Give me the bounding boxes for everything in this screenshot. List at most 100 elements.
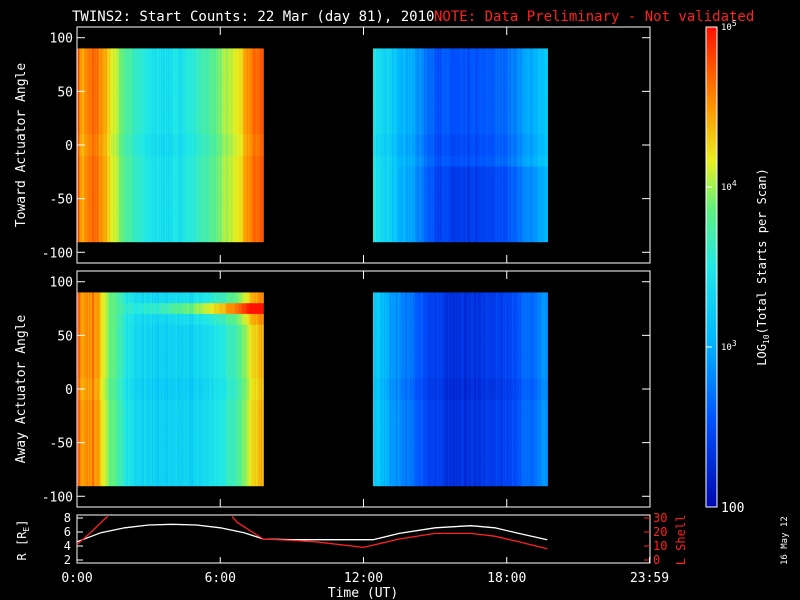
toward-heatmap-cell bbox=[252, 187, 254, 200]
toward-heatmap-cell bbox=[228, 220, 230, 232]
toward-heatmap-cell bbox=[216, 220, 218, 232]
toward-heatmap-cell bbox=[81, 123, 83, 135]
toward-heatmap-cell bbox=[436, 220, 438, 232]
toward-heatmap-cell bbox=[255, 134, 257, 146]
toward-heatmap-cell bbox=[262, 166, 264, 178]
toward-heatmap-cell bbox=[145, 112, 147, 125]
toward-heatmap-cell bbox=[183, 48, 185, 60]
toward-heatmap-cell bbox=[79, 123, 81, 135]
toward-heatmap-cell bbox=[446, 145, 448, 157]
toward-heatmap-cell bbox=[92, 48, 94, 60]
toward-heatmap-cell bbox=[210, 155, 212, 168]
toward-heatmap-cell bbox=[206, 145, 208, 157]
toward-heatmap-cell bbox=[408, 155, 410, 168]
toward-heatmap-cell bbox=[410, 69, 412, 82]
toward-heatmap-cell bbox=[197, 91, 199, 103]
toward-heatmap-cell bbox=[433, 123, 435, 135]
toward-heatmap-cell bbox=[145, 155, 147, 168]
toward-heatmap-cell bbox=[215, 166, 217, 178]
toward-heatmap-cell bbox=[394, 155, 396, 168]
toward-heatmap-cell bbox=[155, 198, 157, 210]
toward-heatmap-cell bbox=[159, 209, 161, 221]
toward-heatmap-cell bbox=[176, 48, 178, 60]
toward-heatmap-cell bbox=[377, 91, 379, 103]
toward-heatmap-cell bbox=[422, 112, 424, 125]
toward-heatmap-cell bbox=[139, 145, 141, 157]
toward-heatmap-cell bbox=[153, 59, 155, 71]
toward-heatmap-cell bbox=[429, 166, 431, 178]
toward-heatmap-cell bbox=[222, 102, 224, 114]
toward-heatmap-cell bbox=[106, 48, 108, 60]
toward-heatmap-cell bbox=[165, 230, 167, 243]
toward-heatmap-cell bbox=[443, 209, 445, 221]
toward-heatmap-cell bbox=[110, 80, 112, 92]
toward-heatmap-cell bbox=[377, 187, 379, 200]
toward-heatmap-cell bbox=[156, 134, 158, 146]
toward-heatmap-cell bbox=[144, 145, 146, 157]
toward-heatmap-cell bbox=[151, 112, 153, 125]
toward-heatmap-cell bbox=[109, 91, 111, 103]
toward-heatmap-cell bbox=[250, 102, 252, 114]
toward-heatmap-cell bbox=[178, 177, 180, 189]
toward-heatmap-cell bbox=[418, 134, 420, 146]
toward-heatmap-cell bbox=[220, 48, 222, 60]
toward-heatmap-cell bbox=[182, 134, 184, 146]
toward-heatmap-cell bbox=[219, 166, 221, 178]
toward-heatmap-cell bbox=[239, 91, 241, 103]
toward-heatmap-cell bbox=[145, 166, 147, 178]
toward-heatmap-cell bbox=[110, 48, 112, 60]
toward-heatmap-cell bbox=[109, 145, 111, 157]
toward-heatmap-cell bbox=[252, 112, 254, 125]
toward-heatmap-cell bbox=[219, 198, 221, 210]
toward-heatmap-cell bbox=[183, 220, 185, 232]
toward-heatmap-cell bbox=[154, 166, 156, 178]
toward-heatmap-cell bbox=[220, 134, 222, 146]
toward-heatmap-cell bbox=[231, 166, 233, 178]
toward-heatmap-cell bbox=[126, 112, 128, 125]
toward-heatmap-cell bbox=[134, 123, 136, 135]
toward-heatmap-cell bbox=[187, 80, 189, 92]
toward-heatmap-cell bbox=[163, 177, 165, 189]
toward-heatmap-cell bbox=[257, 59, 259, 71]
toward-heatmap-cell bbox=[430, 102, 432, 114]
toward-heatmap-cell bbox=[127, 145, 129, 157]
toward-heatmap-cell bbox=[91, 155, 93, 168]
toward-heatmap-cell bbox=[381, 91, 383, 103]
toward-heatmap-cell bbox=[200, 134, 202, 146]
toward-heatmap-cell bbox=[380, 91, 382, 103]
toward-heatmap-cell bbox=[225, 177, 227, 189]
toward-heatmap-cell bbox=[222, 69, 224, 82]
toward-heatmap-cell bbox=[413, 48, 415, 60]
toward-heatmap-cell bbox=[408, 145, 410, 157]
toward-heatmap-cell bbox=[102, 209, 104, 221]
toward-heatmap-cell bbox=[243, 198, 245, 210]
toward-heatmap-cell bbox=[255, 220, 257, 232]
toward-heatmap-cell bbox=[206, 177, 208, 189]
toward-heatmap-cell bbox=[104, 102, 106, 114]
toward-heatmap-cell bbox=[125, 155, 127, 168]
toward-heatmap-cell bbox=[384, 187, 386, 200]
toward-heatmap-cell bbox=[212, 166, 214, 178]
toward-heatmap-cell bbox=[219, 102, 221, 114]
toward-heatmap-cell bbox=[107, 230, 109, 243]
toward-heatmap-cell bbox=[102, 155, 104, 168]
toward-heatmap-cell bbox=[148, 91, 150, 103]
toward-heatmap-cell bbox=[407, 80, 409, 92]
toward-heatmap-cell bbox=[88, 145, 90, 157]
toward-heatmap-cell bbox=[128, 198, 130, 210]
toward-heatmap-cell bbox=[453, 230, 455, 243]
toward-heatmap-cell bbox=[79, 230, 81, 243]
toward-heatmap-cell bbox=[226, 187, 228, 200]
toward-heatmap-cell bbox=[246, 80, 248, 92]
toward-heatmap-cell bbox=[89, 48, 91, 60]
toward-heatmap-cell bbox=[192, 187, 194, 200]
toward-heatmap-cell bbox=[405, 220, 407, 232]
toward-heatmap-cell bbox=[222, 48, 224, 60]
toward-heatmap-cell bbox=[412, 155, 414, 168]
toward-heatmap-cell bbox=[386, 48, 388, 60]
toward-heatmap-cell bbox=[174, 155, 176, 168]
toward-heatmap-cell bbox=[253, 48, 255, 60]
toward-heatmap-cell bbox=[107, 123, 109, 135]
toward-heatmap-cell bbox=[461, 187, 463, 200]
toward-heatmap-cell bbox=[190, 91, 192, 103]
